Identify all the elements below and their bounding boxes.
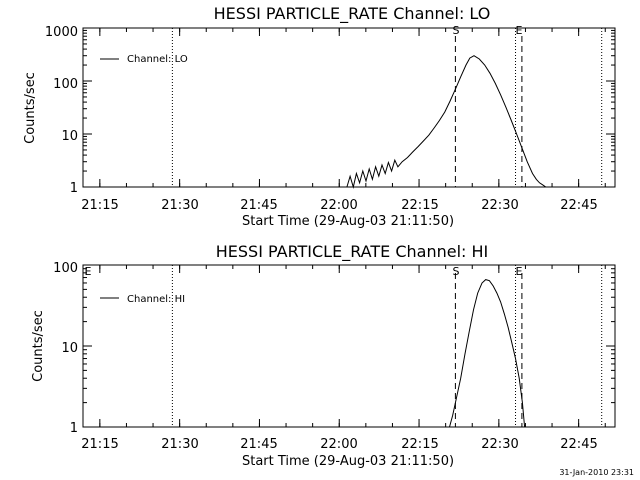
footer-timestamp: 31-Jan-2010 23:31	[559, 468, 634, 477]
y-tick-label-lo-10: 10	[61, 129, 78, 144]
y-axis-label-hi: Counts/sec	[31, 310, 46, 382]
x-tick-label-hi-2130: 21:30	[161, 437, 198, 452]
series-group-hi	[449, 279, 526, 428]
x-tick-label-hi-2200: 22:00	[320, 437, 357, 452]
x-tick-label-lo-2215: 22:15	[401, 198, 438, 213]
y-tick-label-hi-100: 100	[53, 261, 78, 276]
x-tick-label-lo-2230: 22:30	[481, 198, 518, 213]
y-tick-label-lo-100: 100	[53, 77, 78, 92]
event-end-label-lo: E	[516, 24, 523, 37]
legend-label-hi: Channel: HI	[127, 294, 185, 305]
x-axis-label-lo: Start Time (29-Aug-03 21:11:50)	[242, 214, 454, 229]
event-end-label-hi: E	[516, 265, 523, 278]
event-start-label-hi: S	[453, 265, 460, 278]
event-markers-lo	[171, 28, 603, 187]
y-tick-label-hi-1: 1	[70, 421, 78, 436]
axis-ticks-hi	[83, 265, 615, 428]
x-tick-label-hi-2115: 21:15	[81, 437, 118, 452]
y-axis-label-lo: Counts/sec	[23, 72, 38, 144]
x-tick-label-hi-2215: 22:15	[401, 437, 438, 452]
legend-label-lo: Channel: LO	[127, 54, 188, 65]
y-tick-label-hi-10: 10	[61, 341, 78, 356]
x-tick-label-lo-2145: 21:45	[240, 198, 277, 213]
y-tick-label-lo-1: 1	[70, 181, 78, 196]
plot-frame-hi	[82, 264, 616, 428]
series-line-hi	[449, 279, 526, 428]
series-line-lo	[346, 55, 547, 189]
axis-ticks-lo	[83, 28, 615, 188]
x-axis-label-hi: Start Time (29-Aug-03 21:11:50)	[242, 454, 454, 469]
x-tick-label-hi-2245: 22:45	[560, 437, 597, 452]
chart-title-hi: HESSI PARTICLE_RATE Channel: HI	[216, 242, 489, 262]
event-start-label-lo: S	[453, 24, 460, 37]
y-tick-label-lo-1000: 1000	[45, 25, 78, 40]
x-tick-label-hi-2230: 22:30	[481, 437, 518, 452]
chart-title-lo: HESSI PARTICLE_RATE Channel: LO	[214, 4, 491, 24]
x-tick-label-lo-2245: 22:45	[560, 198, 597, 213]
event-end-label-hi-left: E	[85, 265, 92, 278]
x-tick-label-lo-2200: 22:00	[320, 198, 357, 213]
panel-hi: HESSI PARTICLE_RATE Channel: HI Counts/s…	[31, 242, 616, 469]
x-tick-label-lo-2115: 21:15	[81, 198, 118, 213]
x-tick-label-lo-2130: 21:30	[161, 198, 198, 213]
plot-frame-lo	[82, 27, 616, 188]
x-tick-label-hi-2145: 21:45	[240, 437, 277, 452]
event-markers-hi	[171, 265, 603, 427]
series-group-lo	[346, 55, 547, 189]
panel-lo: HESSI PARTICLE_RATE Channel: LO Counts/s…	[23, 4, 616, 229]
